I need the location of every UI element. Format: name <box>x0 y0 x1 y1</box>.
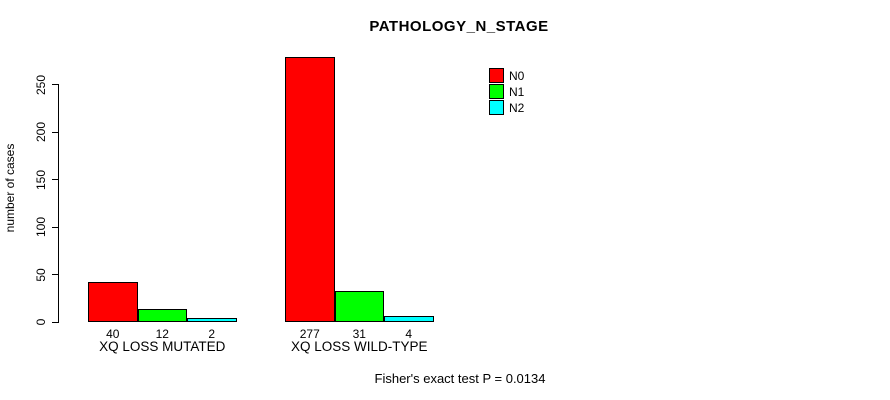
bar-value-label: 40 <box>106 327 120 341</box>
y-axis-tick-label: 250 <box>34 74 48 95</box>
legend-label-n1: N1 <box>509 84 525 99</box>
y-axis-tick-label: 0 <box>34 318 48 326</box>
bar-n1-xq-loss-wild-type <box>334 290 384 322</box>
legend-label-n0: N0 <box>509 68 525 83</box>
bar-n1-xq-loss-mutated <box>137 308 187 322</box>
bar-value-label: 277 <box>299 327 320 341</box>
bar-value-label: 4 <box>405 327 413 341</box>
y-axis-tick <box>52 84 59 85</box>
bar-value-label: 31 <box>352 327 366 341</box>
y-axis-tick-label: 150 <box>34 169 48 190</box>
category-label-xq-loss-mutated: XQ LOSS MUTATED <box>99 339 226 354</box>
y-axis-tick-label: 200 <box>34 121 48 143</box>
legend-label-n2: N2 <box>509 100 525 115</box>
y-axis-title: number of cases <box>3 143 17 233</box>
bar-value-label: 12 <box>155 327 169 341</box>
chart-title: PATHOLOGY_N_STAGE <box>369 18 549 35</box>
y-axis-line <box>58 84 59 323</box>
legend-item-n0: N0 <box>489 68 524 83</box>
y-axis-tick <box>52 321 59 323</box>
legend-swatch-n0 <box>489 68 504 83</box>
y-axis-tick <box>52 274 59 275</box>
y-axis-tick <box>52 131 59 133</box>
legend-item-n1: N1 <box>489 84 525 100</box>
bar-n0-xq-loss-wild-type <box>285 56 335 322</box>
legend-swatch-n2 <box>489 100 504 116</box>
bar-n0-xq-loss-mutated <box>88 282 138 322</box>
bar-value-label: 2 <box>208 327 216 341</box>
legend-swatch-n1 <box>489 84 504 100</box>
y-axis-tick-label: 100 <box>34 216 48 238</box>
y-axis-tick <box>52 179 59 180</box>
legend-item-n2: N2 <box>489 100 525 116</box>
y-axis-tick-label: 50 <box>34 267 48 282</box>
annotation-text: Fisher's exact test P = 0.0134 <box>374 371 546 386</box>
bar-n2-xq-loss-wild-type <box>384 316 434 322</box>
bar-n2-xq-loss-mutated <box>187 318 237 322</box>
y-axis-tick <box>52 226 59 228</box>
category-label-xq-loss-wild-type: XQ LOSS WILD-TYPE <box>290 339 428 354</box>
